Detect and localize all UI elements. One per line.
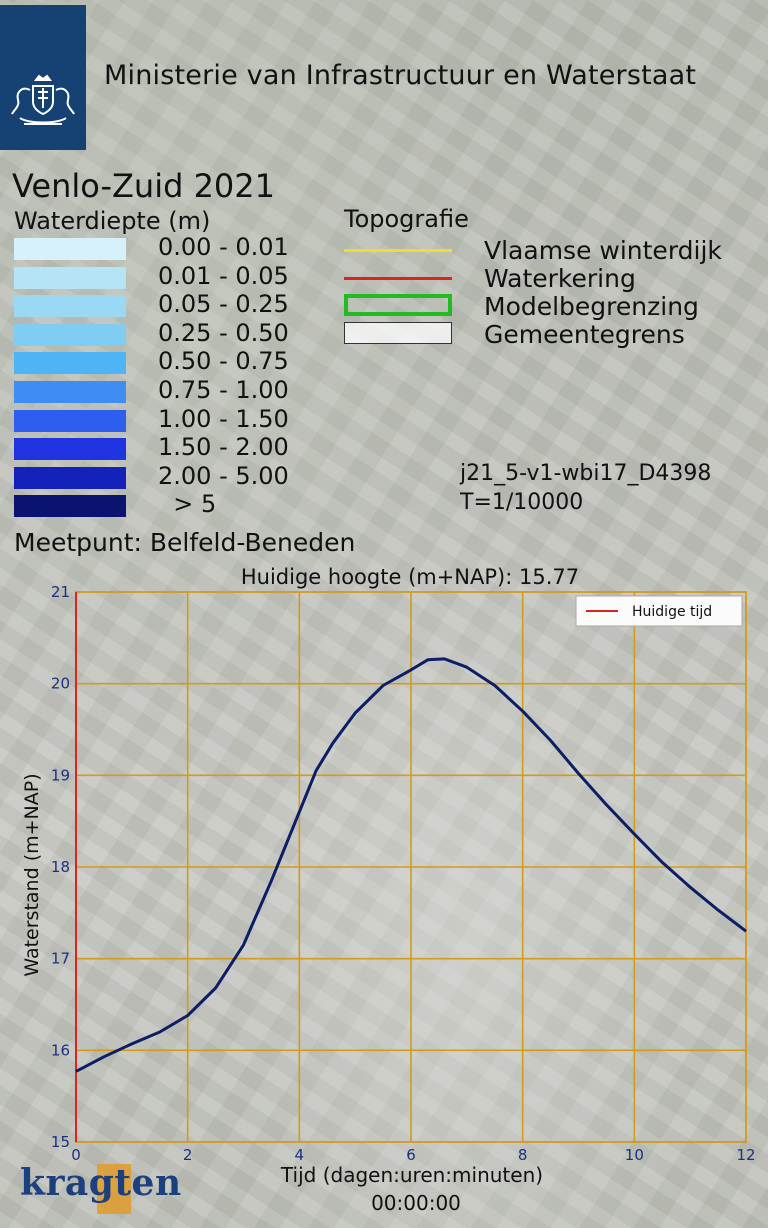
chart-x-axis-label: Tijd (dagen:uren:minuten) <box>280 1163 543 1187</box>
chart-legend: Huidige tijd <box>575 595 743 627</box>
chart-current-time-readout: 00:00:00 <box>371 1191 461 1215</box>
topography-line-symbol <box>344 277 452 280</box>
depth-legend-swatch <box>14 352 126 375</box>
depth-legend-label: 0.25 - 0.50 <box>158 318 289 347</box>
chart-y-tick-label: 19 <box>51 766 70 784</box>
depth-legend-swatch <box>14 466 126 489</box>
topography-legend-label: Vlaamse winterdijk <box>484 236 722 265</box>
chart-x-tick-label: 6 <box>406 1146 416 1164</box>
topography-legend-label: Gemeentegrens <box>484 320 685 349</box>
topography-legend-label: Waterkering <box>484 264 636 293</box>
scenario-id: j21_5-v1-wbi17_D4398 <box>460 461 712 486</box>
return-period: T=1/10000 <box>460 490 584 515</box>
topography-legend-label: Modelbegrenzing <box>484 292 699 321</box>
topography-box-symbol <box>344 294 452 316</box>
depth-legend-swatch <box>14 495 126 518</box>
chart-legend-label: Huidige tijd <box>632 604 712 620</box>
kragten-logo-text: kragten <box>20 1162 182 1204</box>
depth-legend-label: 0.01 - 0.05 <box>158 261 289 290</box>
chart-x-tick-label: 4 <box>295 1146 305 1164</box>
depth-legend-swatch <box>14 266 126 289</box>
map-title: Venlo-Zuid 2021 <box>12 167 275 205</box>
chart-x-tick-label: 0 <box>71 1146 81 1164</box>
chart-title: Huidige hoogte (m+NAP): 15.77 <box>241 565 579 589</box>
coat-of-arms-icon <box>11 74 75 125</box>
chart-x-tick-label: 8 <box>518 1146 528 1164</box>
depth-legend-label: 1.00 - 1.50 <box>158 404 289 433</box>
depth-legend-swatch <box>14 323 126 346</box>
chart-x-tick-label: 12 <box>736 1146 755 1164</box>
depth-legend-label: 0.75 - 1.00 <box>158 376 289 404</box>
kragten-logo: kragten <box>20 1162 200 1214</box>
kragten-logo-accent <box>97 1164 131 1214</box>
depth-legend-swatch <box>14 238 126 260</box>
depth-legend-swatch <box>14 295 126 318</box>
chart-series-line <box>75 657 747 1073</box>
chart-ticks: 0 2 4 6 8 10 12 15 16 17 18 19 20 21 <box>51 583 756 1164</box>
topography-line-symbol <box>344 249 452 252</box>
chart-y-tick-label: 21 <box>51 583 70 601</box>
topography-box-symbol <box>344 322 452 344</box>
chart-x-tick-label: 2 <box>183 1146 193 1164</box>
measurement-point: Meetpunt: Belfeld-Beneden <box>14 528 356 557</box>
depth-legend-label: 2.00 - 5.00 <box>158 461 289 490</box>
depth-legend-swatch <box>14 381 126 403</box>
chart-x-tick-label: 10 <box>625 1146 644 1164</box>
depth-legend-swatch <box>14 409 126 432</box>
topography-legend-title: Topografie <box>344 205 469 233</box>
chart-series <box>75 592 747 1142</box>
chart-y-tick-label: 18 <box>51 858 70 876</box>
depth-legend-label: 1.50 - 2.00 <box>158 433 289 462</box>
water-level-chart: Huidige hoogte (m+NAP): 15.77 0 2 4 6 8 10 12 1… <box>21 565 756 1215</box>
chart-grid <box>75 591 747 1143</box>
chart-y-tick-label: 17 <box>51 950 70 968</box>
chart-y-tick-label: 16 <box>51 1041 70 1059</box>
ministry-logo <box>0 5 86 150</box>
chart-y-tick-label: 15 <box>51 1133 70 1151</box>
depth-legend-label: 0.05 - 0.25 <box>158 290 289 319</box>
depth-legend-title: Waterdiepte (m) <box>14 207 211 235</box>
depth-legend-label: 0.50 - 0.75 <box>158 347 289 376</box>
chart-y-axis-label: Waterstand (m+NAP) <box>21 773 43 976</box>
depth-legend-label: > 5 <box>158 490 217 519</box>
depth-legend-swatch <box>14 438 126 461</box>
ministry-name: Ministerie van Infrastructuur en Waterst… <box>104 60 697 91</box>
depth-legend-label: 0.00 - 0.01 <box>158 233 289 261</box>
chart-y-tick-label: 20 <box>51 675 70 693</box>
